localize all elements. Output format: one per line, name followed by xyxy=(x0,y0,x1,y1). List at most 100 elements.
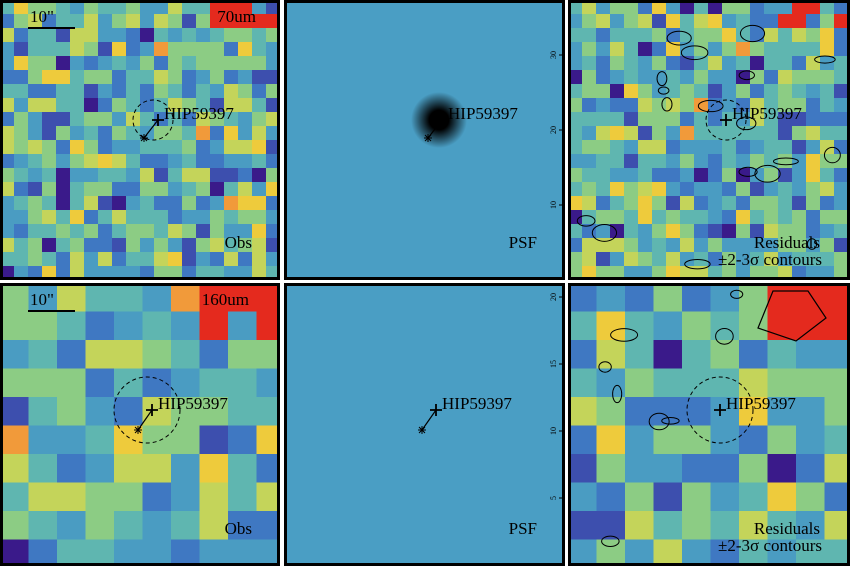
pixel xyxy=(767,511,797,540)
pixel xyxy=(238,252,253,267)
pixel xyxy=(42,70,57,85)
pixel xyxy=(582,98,597,113)
pixel xyxy=(168,70,183,85)
contour xyxy=(666,30,692,46)
pixel xyxy=(224,84,239,99)
pixel xyxy=(126,196,141,211)
pixel xyxy=(266,224,280,239)
pixel xyxy=(42,28,57,43)
pixel xyxy=(596,224,611,239)
pixel xyxy=(14,210,29,225)
pixel xyxy=(824,454,850,483)
pixel xyxy=(252,28,267,43)
pixel xyxy=(228,340,257,369)
pixel xyxy=(56,238,71,253)
pixel xyxy=(168,238,183,253)
panel-border xyxy=(284,0,565,280)
pixel xyxy=(28,112,43,127)
pixel xyxy=(0,56,15,71)
pixel xyxy=(42,126,57,141)
pixel xyxy=(57,368,86,398)
pixel xyxy=(171,539,200,566)
pixel xyxy=(42,56,57,71)
pixel xyxy=(14,84,29,99)
pixel xyxy=(42,252,57,267)
contour xyxy=(656,71,668,87)
pixel xyxy=(84,28,99,43)
pixel xyxy=(624,0,639,15)
pixel xyxy=(238,168,253,183)
pixel xyxy=(652,112,667,127)
tick-label: 30 xyxy=(549,51,558,59)
pixel xyxy=(610,210,625,225)
pixel xyxy=(694,182,709,197)
pixel xyxy=(666,154,681,169)
pixel xyxy=(624,210,639,225)
pixel xyxy=(98,210,113,225)
pixel xyxy=(154,98,169,113)
pixel xyxy=(182,14,197,29)
pixel xyxy=(228,511,257,540)
pixel xyxy=(70,84,85,99)
pixel xyxy=(806,266,821,280)
pixel xyxy=(171,368,200,398)
pixel xyxy=(625,311,654,341)
pixel xyxy=(653,397,683,426)
pixel xyxy=(84,140,99,155)
pixel xyxy=(834,28,849,43)
pixel xyxy=(796,511,825,540)
pixel xyxy=(820,14,835,29)
pixel xyxy=(638,98,653,113)
pixel xyxy=(834,182,849,197)
contour-label: ±2-3σ contours xyxy=(718,536,822,555)
pixel xyxy=(0,98,15,113)
pixel xyxy=(210,154,225,169)
pixel xyxy=(196,14,211,29)
pixel xyxy=(182,266,197,280)
pixel xyxy=(0,266,15,280)
pixel xyxy=(56,14,71,29)
pixel xyxy=(210,84,225,99)
pixel xyxy=(767,368,797,398)
pixel xyxy=(638,196,653,211)
pixel xyxy=(750,42,765,57)
pixel xyxy=(238,28,253,43)
pixel xyxy=(70,266,85,280)
pixel xyxy=(126,252,141,267)
pixel xyxy=(666,98,681,113)
pixel xyxy=(708,112,723,127)
pixel xyxy=(624,14,639,29)
pixel xyxy=(238,238,253,253)
pixel xyxy=(806,252,821,267)
pixel xyxy=(140,42,155,57)
pixel xyxy=(140,182,155,197)
pixel xyxy=(834,42,849,57)
pixel xyxy=(666,14,681,29)
pixel xyxy=(652,70,667,85)
pixel xyxy=(624,168,639,183)
pixel xyxy=(834,224,849,239)
pixel xyxy=(680,168,695,183)
pixel xyxy=(722,238,737,253)
pixel xyxy=(638,140,653,155)
pixel xyxy=(42,266,57,280)
pixel xyxy=(140,0,155,15)
pixel xyxy=(224,140,239,155)
pixel xyxy=(168,266,183,280)
contour xyxy=(576,215,596,227)
pixel xyxy=(14,224,29,239)
pixel xyxy=(238,266,253,280)
pixel xyxy=(708,84,723,99)
pixel xyxy=(154,140,169,155)
pixel xyxy=(596,210,611,225)
pixel xyxy=(252,154,267,169)
pixel xyxy=(196,140,211,155)
panel-border xyxy=(568,283,850,566)
pixel xyxy=(182,196,197,211)
pixel xyxy=(666,84,681,99)
pixel xyxy=(652,168,667,183)
pixel xyxy=(252,224,267,239)
pixel xyxy=(238,182,253,197)
pixel xyxy=(14,126,29,141)
pixel xyxy=(806,84,821,99)
